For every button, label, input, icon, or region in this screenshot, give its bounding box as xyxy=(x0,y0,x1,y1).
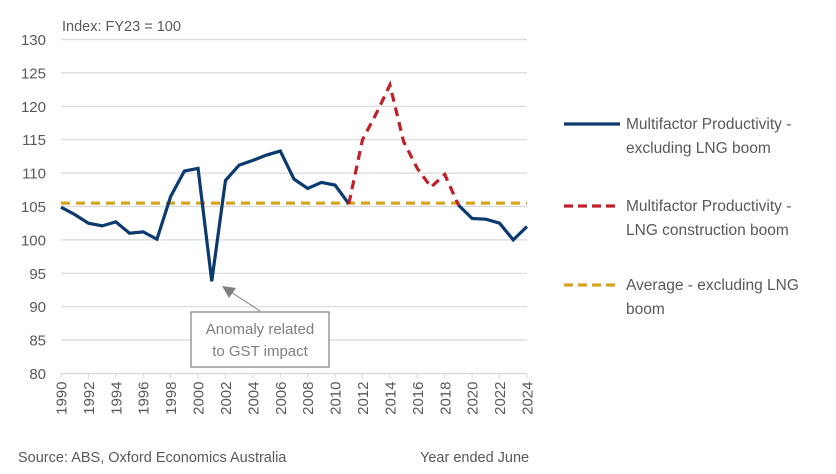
x-tick-label: 1992 xyxy=(81,382,98,415)
legend-label: Average - excluding LNG xyxy=(626,277,799,294)
x-tick-label: 2020 xyxy=(465,382,482,415)
x-tick-label: 2016 xyxy=(410,382,427,415)
y-tick-label: 120 xyxy=(21,99,46,116)
legend: Multifactor Productivity - excluding LNG … xyxy=(564,116,799,318)
gridlines xyxy=(61,38,527,375)
y-tick-label: 85 xyxy=(29,333,46,350)
x-tick-label: 2006 xyxy=(273,382,290,415)
annotation-text: to GST impact xyxy=(212,343,308,360)
arrowhead-icon xyxy=(222,286,236,298)
x-tick-label: 1998 xyxy=(163,382,180,415)
x-tick-label: 1990 xyxy=(54,382,71,415)
x-tick-label: 2004 xyxy=(245,382,262,415)
x-tick-label: 2018 xyxy=(437,382,454,415)
series-line xyxy=(60,149,351,282)
x-axis-label: Year ended June xyxy=(420,450,529,466)
y-tick-label: 80 xyxy=(29,366,46,383)
y-tick-label: 115 xyxy=(22,132,46,149)
annotation: Anomaly related to GST impact xyxy=(190,286,330,368)
y-axis: 80 85 90 95 100 105 110 115 120 125 130 xyxy=(21,32,46,383)
source-note: Source: ABS, Oxford Economics Australia xyxy=(18,450,287,466)
legend-label: Multifactor Productivity - xyxy=(626,198,791,215)
x-tick-label: 2012 xyxy=(355,382,372,415)
x-tick-label: 2002 xyxy=(218,382,235,415)
legend-label: Multifactor Productivity - xyxy=(626,116,791,133)
x-tick-label: 2024 xyxy=(520,382,537,415)
chart-subtitle: Index: FY23 = 100 xyxy=(62,19,181,35)
y-tick-label: 90 xyxy=(29,299,46,316)
legend-label: LNG construction boom xyxy=(626,222,789,239)
series-line xyxy=(347,80,460,206)
series-line xyxy=(457,204,529,243)
x-tick-label: 2022 xyxy=(492,382,509,415)
y-tick-label: 125 xyxy=(21,65,46,82)
y-tick-label: 105 xyxy=(21,199,46,216)
x-tick-label: 1994 xyxy=(108,382,125,415)
annotation-box xyxy=(190,311,330,368)
annotation-arrow xyxy=(230,291,261,312)
series-lines xyxy=(60,80,529,282)
y-tick-label: 110 xyxy=(22,166,46,183)
annotation-text: Anomaly related xyxy=(206,321,314,338)
y-tick-label: 100 xyxy=(21,232,46,249)
x-tick-label: 2014 xyxy=(382,382,399,415)
y-tick-label: 130 xyxy=(21,32,46,49)
legend-label: boom xyxy=(626,301,665,318)
x-tick-label: 1996 xyxy=(136,382,153,415)
x-axis: 1990 1992 1994 1996 1998 2000 2002 2004 2006 2008… xyxy=(54,372,537,415)
legend-label: excluding LNG boom xyxy=(626,140,771,157)
x-tick-label: 2010 xyxy=(328,382,345,415)
x-tick-label: 2008 xyxy=(300,382,317,415)
x-tick-label: 2000 xyxy=(191,382,208,415)
y-tick-label: 95 xyxy=(29,266,46,283)
